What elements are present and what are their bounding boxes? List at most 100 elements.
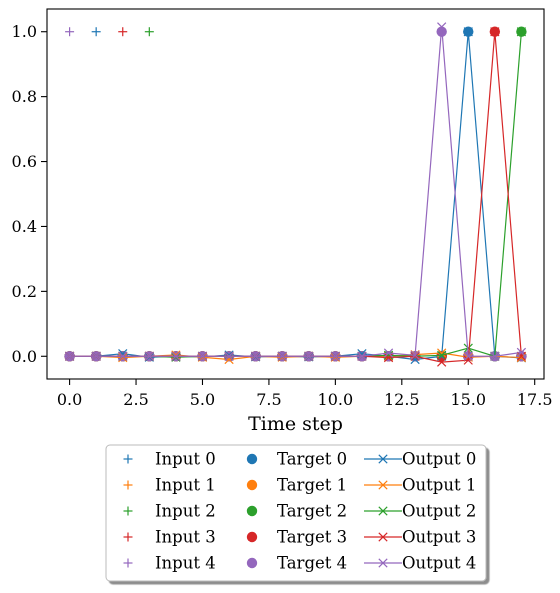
legend-item-target-2: Target 2 — [246, 502, 347, 521]
series-input-0 — [91, 27, 101, 37]
output-point — [118, 351, 128, 361]
legend-x-marker — [378, 454, 388, 464]
series-output-0 — [64, 27, 527, 365]
series-input-4 — [65, 27, 75, 37]
plot-area — [64, 22, 527, 367]
legend-label: Input 0 — [155, 450, 216, 469]
legend-dot-marker — [246, 557, 258, 569]
series-line — [69, 31, 522, 361]
output-point — [91, 351, 101, 361]
x-tick-label: 7.5 — [256, 390, 281, 409]
legend-label: Output 3 — [402, 528, 476, 547]
legend-label: Output 2 — [402, 502, 476, 521]
legend-item-target-0: Target 0 — [246, 450, 347, 469]
legend-label: Input 4 — [155, 554, 216, 573]
y-tick-label: 0.0 — [12, 347, 37, 366]
y-axis: 0.0 0.2 0.4 0.6 0.8 1.0 — [12, 22, 47, 366]
output-point — [330, 351, 340, 361]
output-point — [304, 351, 314, 361]
series-target-2 — [64, 26, 527, 362]
output-point — [383, 352, 394, 363]
output-point — [144, 352, 154, 362]
series-input-3 — [118, 27, 128, 37]
x-tick-label: 0.0 — [57, 390, 82, 409]
series-output-3 — [64, 27, 527, 367]
output-point — [516, 27, 527, 37]
output-point — [197, 352, 208, 362]
legend-label: Output 0 — [402, 450, 476, 469]
legend-plus-marker — [123, 532, 133, 542]
output-point — [463, 27, 473, 37]
x-tick-label: 10.0 — [318, 390, 354, 409]
output-point — [516, 351, 527, 361]
x-tick-label: 2.5 — [123, 390, 148, 409]
input-point — [118, 27, 128, 37]
legend: Input 0 Input 1 Input 2 Input 3 Input 4 Targe… — [105, 444, 487, 582]
output-point — [277, 352, 287, 362]
legend-item-output-0: Output 0 — [364, 450, 476, 469]
legend-label: Target 4 — [277, 554, 347, 573]
legend-box — [105, 444, 487, 582]
x-axis: 0.0 2.5 5.0 7.5 10.0 12.5 15.0 17.5 — [57, 379, 553, 409]
legend-label: Input 2 — [155, 502, 216, 521]
output-point — [490, 27, 500, 37]
y-tick-label: 0.6 — [12, 152, 37, 171]
legend-x-marker — [378, 506, 388, 516]
legend-x-marker — [378, 558, 388, 568]
output-point — [64, 351, 75, 361]
y-tick-label: 0.2 — [12, 282, 37, 301]
output-point — [490, 351, 500, 361]
legend-dot-marker — [246, 453, 258, 465]
output-point — [463, 351, 473, 361]
legend-plus-marker — [123, 480, 133, 490]
x-tick-label: 5.0 — [190, 390, 215, 409]
series-line — [69, 31, 523, 363]
legend-label: Target 1 — [277, 476, 347, 495]
x-tick-label: 12.5 — [384, 390, 420, 409]
output-point — [171, 351, 181, 361]
output-point — [437, 22, 447, 32]
legend-plus-marker — [123, 506, 133, 516]
y-tick-label: 0.8 — [12, 87, 37, 106]
legend-dot-marker — [246, 531, 258, 543]
legend-label: Input 1 — [155, 476, 216, 495]
input-point — [144, 27, 154, 37]
x-axis-label: Time step — [248, 413, 343, 435]
input-point — [65, 27, 75, 37]
legend-plus-marker — [123, 454, 133, 464]
legend-item-input-3: Input 3 — [123, 528, 216, 547]
axes-frame — [46, 8, 545, 380]
y-tick-label: 1.0 — [12, 22, 37, 41]
output-point — [171, 352, 181, 362]
legend-item-output-4: Output 4 — [364, 554, 476, 573]
legend-item-target-4: Target 4 — [246, 554, 347, 573]
y-tick-label: 0.4 — [12, 217, 37, 236]
output-point — [144, 351, 154, 361]
output-point — [437, 357, 447, 367]
legend-label: Output 4 — [402, 554, 476, 573]
legend-label: Output 1 — [402, 476, 476, 495]
legend-label: Target 2 — [277, 502, 347, 521]
legend-item-input-2: Input 2 — [123, 502, 216, 521]
output-point — [410, 351, 420, 361]
legend-x-marker — [378, 480, 388, 490]
series-output-4 — [64, 22, 527, 361]
output-point — [197, 351, 208, 361]
output-point — [224, 350, 234, 360]
output-point — [330, 352, 340, 362]
output-point — [410, 350, 420, 360]
x-tick-label: 17.5 — [517, 390, 553, 409]
legend-item-output-2: Output 2 — [364, 502, 476, 521]
x-tick-label: 15.0 — [450, 390, 486, 409]
series-output-2 — [64, 27, 527, 362]
legend-x-marker — [378, 532, 388, 542]
legend-dot-marker — [246, 479, 258, 491]
output-point — [463, 355, 473, 365]
series-line — [69, 26, 522, 357]
legend-item-input-0: Input 0 — [123, 450, 216, 469]
output-point — [383, 350, 394, 360]
input-point — [91, 27, 101, 37]
series-line — [69, 31, 523, 358]
legend-dot-marker — [246, 505, 258, 517]
